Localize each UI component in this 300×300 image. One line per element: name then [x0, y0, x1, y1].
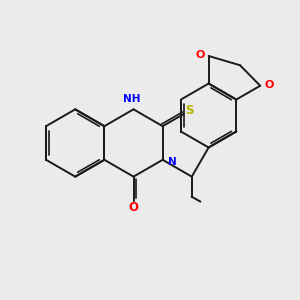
Text: N: N	[168, 157, 177, 167]
Text: O: O	[264, 80, 274, 90]
Text: NH: NH	[123, 94, 140, 104]
Text: O: O	[128, 200, 139, 214]
Text: O: O	[195, 50, 204, 60]
Text: S: S	[185, 104, 194, 117]
